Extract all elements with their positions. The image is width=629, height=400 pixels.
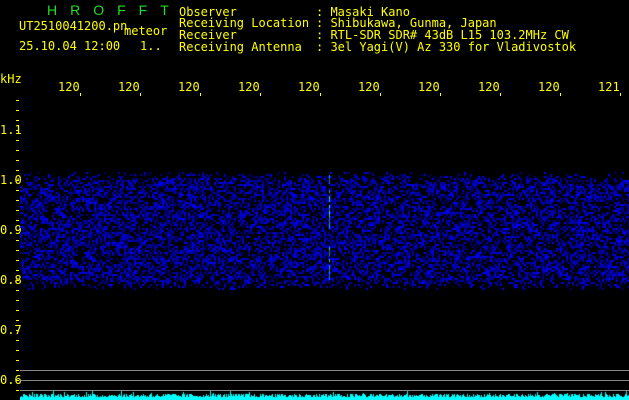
x-tick-label: 1209 [538, 80, 560, 94]
x-tick-label: 1203 [178, 80, 200, 94]
y-tick [16, 130, 19, 131]
date-time: 25.10.04 12:00 [19, 39, 121, 53]
y-tick [16, 260, 19, 261]
x-tick-label: 1208 [478, 80, 500, 94]
info-receiver: Receiver : RTL-SDR SDR# 43dB L15 103.2MHz… [179, 29, 569, 41]
x-tick-label: 1210 [598, 80, 620, 94]
y-tick [16, 310, 19, 311]
y-tick-label: 0.9 [0, 223, 22, 237]
x-tick [320, 93, 321, 96]
x-tick [260, 93, 261, 96]
y-tick [16, 150, 19, 151]
y-tick-label: 0.8 [0, 273, 22, 287]
x-tick [140, 93, 141, 96]
x-tick-label: 1204 [238, 80, 260, 94]
count-label: 1.. [140, 39, 162, 53]
y-tick [16, 100, 19, 101]
info-label: Observer [179, 5, 237, 19]
x-tick-label: 1202 [118, 80, 140, 94]
y-tick [16, 250, 19, 251]
y-tick [16, 330, 19, 331]
y-tick [16, 140, 19, 141]
y-tick [16, 300, 19, 301]
y-tick-label: 0.6 [0, 373, 22, 387]
x-tick [500, 93, 501, 96]
info-antenna: Receiving Antenna : 3el Yagi(V) Az 330 fo… [179, 41, 576, 53]
file-name: UT2510041200.pn [19, 19, 128, 33]
y-tick-label: 1.0 [0, 173, 22, 187]
y-tick [16, 220, 19, 221]
y-tick [16, 230, 19, 231]
y-tick [16, 180, 19, 181]
y-tick [16, 160, 19, 161]
mode-label: meteor [124, 24, 168, 38]
x-tick [80, 93, 81, 96]
y-tick [16, 200, 19, 201]
grid-line [20, 370, 629, 371]
info-value: : Masaki Kano [316, 5, 410, 19]
x-tick [560, 93, 561, 96]
info-value: : Shibukawa, Gunma, Japan [316, 16, 497, 30]
y-tick [16, 170, 19, 171]
y-tick-label: 0.7 [0, 323, 22, 337]
x-axis-unit: kHz [0, 72, 22, 86]
y-tick [16, 370, 19, 371]
info-label: Receiving Location [179, 16, 310, 30]
y-tick [16, 240, 19, 241]
x-tick [620, 93, 621, 96]
x-tick-label: 1207 [418, 80, 440, 94]
info-value: : RTL-SDR SDR# 43dB L15 103.2MHz CW [316, 28, 569, 42]
app-title: HROFFT [47, 2, 182, 18]
y-tick [16, 270, 19, 271]
y-tick [16, 380, 19, 381]
info-value: : 3el Yagi(V) Az 330 for Vladivostok [316, 40, 577, 54]
x-tick [200, 93, 201, 96]
x-tick-label: 1206 [358, 80, 380, 94]
info-location: Receiving Location : Shibukawa, Gunma, Ja… [179, 17, 497, 29]
y-tick [16, 120, 19, 121]
spectrogram [20, 100, 629, 400]
y-tick [16, 210, 19, 211]
y-tick [16, 390, 19, 391]
grid-line [20, 390, 629, 391]
y-tick-label: 1.1 [0, 123, 22, 137]
y-tick [16, 320, 19, 321]
y-tick [16, 360, 19, 361]
info-label: Receiving Antenna [179, 40, 302, 54]
x-tick [440, 93, 441, 96]
info-observer: Observer : Masaki Kano [179, 6, 410, 18]
y-tick [16, 290, 19, 291]
y-tick [16, 280, 19, 281]
y-tick [16, 340, 19, 341]
info-label: Receiver [179, 28, 237, 42]
y-tick [16, 110, 19, 111]
y-tick [16, 350, 19, 351]
x-tick-label: 1205 [298, 80, 320, 94]
y-tick [16, 190, 19, 191]
x-tick [380, 93, 381, 96]
grid-line [20, 380, 629, 381]
